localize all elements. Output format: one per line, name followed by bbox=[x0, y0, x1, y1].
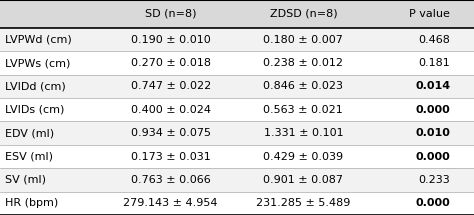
Text: HR (bpm): HR (bpm) bbox=[5, 198, 58, 208]
Text: 0.173 ± 0.031: 0.173 ± 0.031 bbox=[131, 152, 210, 161]
Text: EDV (ml): EDV (ml) bbox=[5, 128, 54, 138]
Text: 0.238 ± 0.012: 0.238 ± 0.012 bbox=[264, 58, 343, 68]
Text: 0.180 ± 0.007: 0.180 ± 0.007 bbox=[264, 35, 343, 45]
Text: 0.014: 0.014 bbox=[415, 81, 450, 91]
Text: LVPWd (cm): LVPWd (cm) bbox=[5, 35, 72, 45]
Text: ESV (ml): ESV (ml) bbox=[5, 152, 53, 161]
Text: 231.285 ± 5.489: 231.285 ± 5.489 bbox=[256, 198, 351, 208]
Text: 0.181: 0.181 bbox=[419, 58, 450, 68]
Text: 0.270 ± 0.018: 0.270 ± 0.018 bbox=[131, 58, 210, 68]
Text: LVIDd (cm): LVIDd (cm) bbox=[5, 81, 65, 91]
Text: 0.763 ± 0.066: 0.763 ± 0.066 bbox=[131, 175, 210, 185]
Text: LVPWs (cm): LVPWs (cm) bbox=[5, 58, 70, 68]
Bar bbox=[0, 75, 474, 98]
Text: 0.190 ± 0.010: 0.190 ± 0.010 bbox=[131, 35, 210, 45]
Text: 0.000: 0.000 bbox=[416, 105, 450, 115]
Text: 0.400 ± 0.024: 0.400 ± 0.024 bbox=[131, 105, 210, 115]
Text: 0.010: 0.010 bbox=[415, 128, 450, 138]
Text: 0.000: 0.000 bbox=[416, 152, 450, 161]
Text: 0.000: 0.000 bbox=[416, 198, 450, 208]
Bar bbox=[0, 0, 474, 28]
Text: P value: P value bbox=[410, 9, 450, 19]
Bar bbox=[0, 98, 474, 121]
Bar bbox=[0, 145, 474, 168]
Bar bbox=[0, 121, 474, 145]
Bar bbox=[0, 192, 474, 215]
Text: 0.901 ± 0.087: 0.901 ± 0.087 bbox=[264, 175, 343, 185]
Text: SV (ml): SV (ml) bbox=[5, 175, 46, 185]
Text: 0.747 ± 0.022: 0.747 ± 0.022 bbox=[130, 81, 211, 91]
Text: 1.331 ± 0.101: 1.331 ± 0.101 bbox=[264, 128, 343, 138]
Text: 0.846 ± 0.023: 0.846 ± 0.023 bbox=[264, 81, 343, 91]
Text: 0.934 ± 0.075: 0.934 ± 0.075 bbox=[131, 128, 210, 138]
Text: SD (n=8): SD (n=8) bbox=[145, 9, 196, 19]
Text: 0.563 ± 0.021: 0.563 ± 0.021 bbox=[264, 105, 343, 115]
Text: 0.429 ± 0.039: 0.429 ± 0.039 bbox=[263, 152, 344, 161]
Text: 279.143 ± 4.954: 279.143 ± 4.954 bbox=[123, 198, 218, 208]
Text: ZDSD (n=8): ZDSD (n=8) bbox=[270, 9, 337, 19]
Bar bbox=[0, 168, 474, 192]
Text: 0.233: 0.233 bbox=[419, 175, 450, 185]
Bar bbox=[0, 28, 474, 51]
Text: LVIDs (cm): LVIDs (cm) bbox=[5, 105, 64, 115]
Bar bbox=[0, 51, 474, 75]
Text: 0.468: 0.468 bbox=[419, 35, 450, 45]
